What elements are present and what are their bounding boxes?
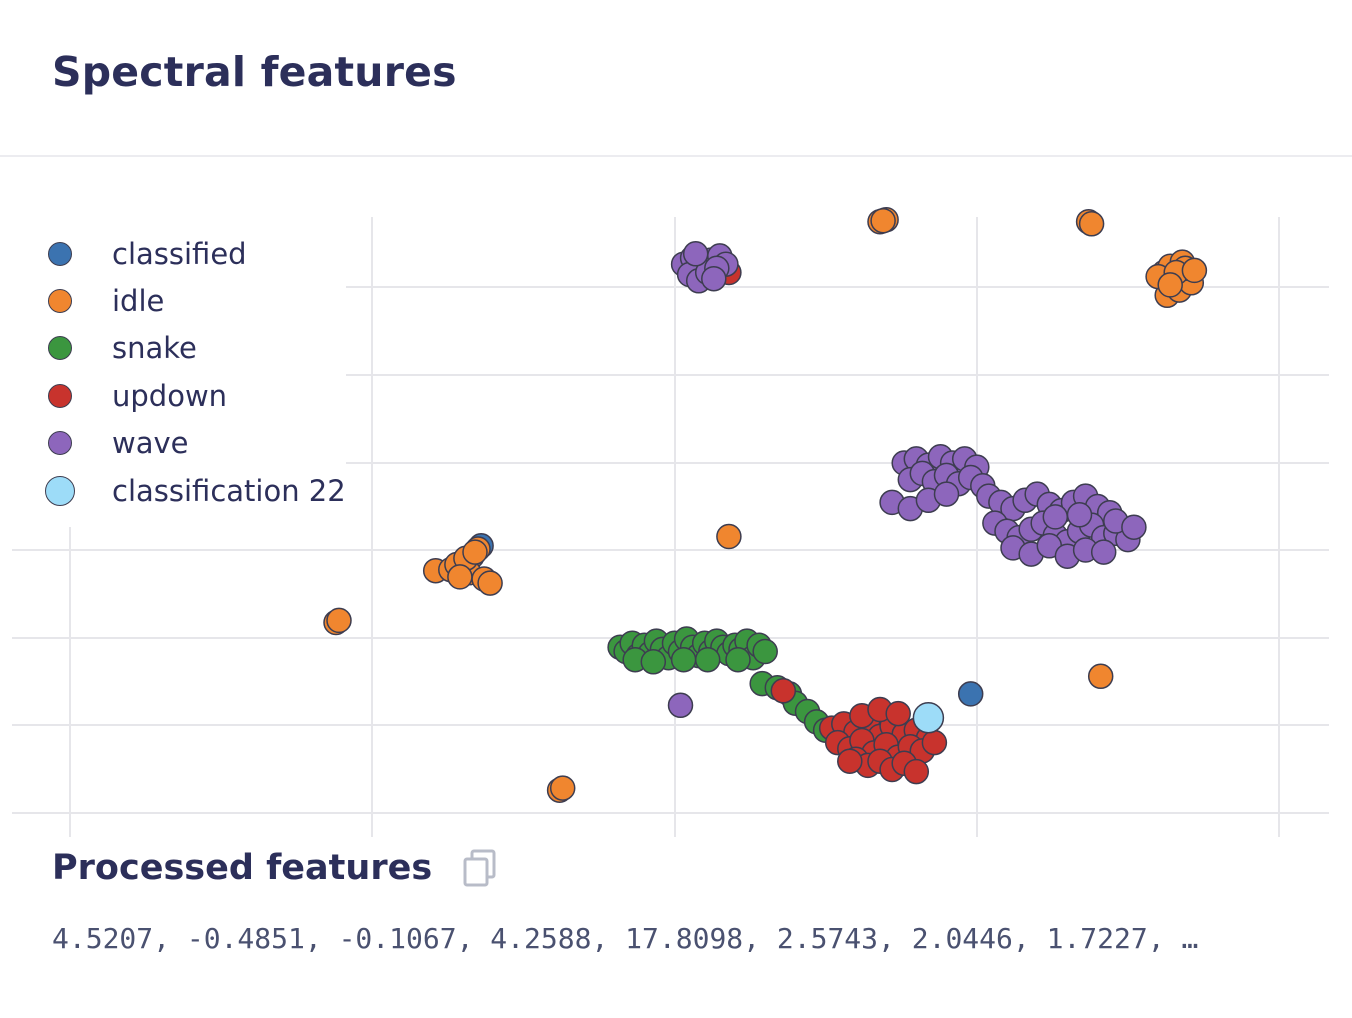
legend-label: wave	[112, 426, 189, 461]
point-updown	[770, 678, 797, 704]
point-idle	[477, 570, 503, 596]
point-idle	[549, 775, 576, 801]
legend-swatch	[48, 336, 72, 361]
point-snake	[640, 649, 667, 675]
point-updown	[885, 700, 911, 727]
point-wave	[1121, 514, 1147, 540]
legend-item[interactable]: updown	[40, 372, 346, 419]
legend-swatch	[45, 475, 75, 506]
point-classification-22	[912, 701, 945, 734]
legend-item[interactable]: idle	[40, 277, 346, 324]
legend-swatch	[48, 241, 72, 266]
point-wave	[682, 241, 709, 267]
series-classified	[468, 533, 984, 707]
point-idle	[1157, 272, 1183, 298]
point-wave	[933, 481, 960, 507]
copy-icon[interactable]	[462, 849, 498, 887]
point-wave	[667, 692, 694, 719]
point-classified	[957, 681, 984, 707]
point-snake	[752, 638, 778, 665]
point-updown	[837, 748, 863, 774]
processed-features-title: Processed features	[52, 848, 433, 888]
point-snake	[725, 646, 751, 673]
processed-features-header: Processed features	[52, 848, 498, 888]
point-updown	[903, 758, 930, 785]
chart-legend: classified idle snake updown wave classificat…	[40, 230, 346, 514]
legend-swatch	[48, 383, 72, 408]
point-idle	[326, 607, 352, 634]
card-title: Spectral features	[52, 48, 457, 96]
point-idle	[1087, 663, 1114, 690]
point-idle	[716, 523, 742, 550]
series-wave	[667, 241, 1147, 719]
legend-item[interactable]: wave	[40, 420, 346, 467]
processed-features-values: 4.5207, -0.4851, -0.1067, 4.2588, 17.809…	[52, 922, 1199, 955]
legend-item[interactable]: classification 22	[40, 467, 346, 514]
series-idle	[323, 206, 1208, 803]
legend-label: idle	[112, 284, 165, 319]
series-classification-22	[912, 701, 945, 734]
point-idle	[870, 207, 896, 234]
legend-label: snake	[112, 331, 197, 366]
point-idle	[1181, 257, 1208, 284]
point-wave	[1066, 502, 1093, 528]
series-updown	[704, 256, 948, 785]
legend-label: classification 22	[112, 473, 346, 508]
point-idle	[462, 539, 488, 565]
point-wave	[1090, 539, 1117, 565]
plot-marks	[323, 206, 1208, 803]
legend-label: updown	[112, 378, 228, 413]
point-snake	[670, 646, 697, 673]
point-wave	[1042, 504, 1069, 530]
point-updown	[921, 729, 948, 756]
scatter-plot[interactable]	[0, 157, 1352, 837]
legend-label: classified	[112, 236, 247, 271]
legend-item[interactable]: snake	[40, 325, 346, 372]
legend-item[interactable]: classified	[40, 230, 346, 277]
point-wave	[701, 265, 727, 292]
point-idle	[447, 564, 473, 590]
legend-swatch	[48, 431, 72, 456]
series-snake	[607, 626, 839, 743]
point-idle	[1078, 211, 1105, 237]
legend-swatch	[48, 289, 72, 314]
point-snake	[694, 646, 721, 673]
header-divider	[0, 155, 1352, 157]
